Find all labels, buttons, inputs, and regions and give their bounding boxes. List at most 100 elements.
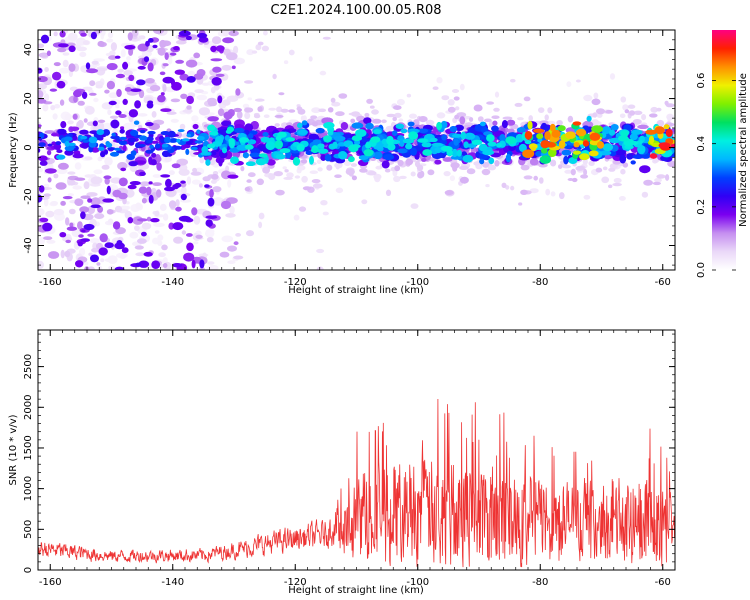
heatmap-cell	[381, 160, 390, 169]
heatmap-cell	[74, 162, 82, 170]
heatmap-cell	[406, 93, 412, 98]
heatmap-cell	[90, 254, 99, 263]
heatmap-cell	[288, 109, 296, 113]
spectrogram-xlabel: Height of straight line (km)	[288, 285, 424, 296]
heatmap-cell	[322, 211, 329, 216]
heatmap-cell	[170, 98, 181, 103]
heatmap-cell	[477, 116, 484, 122]
heatmap-cell	[459, 116, 466, 125]
heatmap-cell	[150, 159, 157, 166]
heatmap-cell	[192, 167, 198, 173]
heatmap-cell	[137, 238, 147, 244]
heatmap-cell	[91, 60, 99, 65]
heatmap-cell	[92, 242, 98, 250]
heatmap-cell	[186, 176, 192, 185]
heatmap-cell	[520, 189, 528, 195]
heatmap-cell	[255, 44, 262, 51]
heatmap-cell	[451, 89, 460, 93]
heatmap-cell	[205, 159, 211, 166]
heatmap-cell	[350, 163, 357, 167]
heatmap-cell	[482, 149, 495, 156]
heatmap-cell	[310, 115, 318, 119]
heatmap-cell	[478, 143, 488, 152]
heatmap-cell	[256, 178, 264, 186]
heatmap-cell	[47, 143, 53, 147]
heatmap-cell	[201, 146, 209, 154]
heatmap-cell	[178, 30, 191, 37]
heatmap-cell	[425, 119, 435, 126]
heatmap-cell	[156, 162, 162, 171]
heatmap-cells	[38, 30, 675, 270]
heatmap-cell	[246, 49, 255, 56]
heatmap-cell	[102, 198, 115, 203]
y-tick-label: 1500	[23, 435, 34, 460]
heatmap-cell	[186, 105, 192, 110]
heatmap-cell	[149, 144, 154, 149]
heatmap-cell	[160, 174, 171, 178]
heatmap-cell	[620, 130, 629, 137]
heatmap-cell	[637, 124, 649, 129]
x-tick-label: -140	[161, 577, 184, 588]
heatmap-cell	[550, 191, 556, 197]
heatmap-cell	[217, 95, 223, 104]
heatmap-cell	[198, 107, 210, 116]
heatmap-cell	[138, 125, 143, 129]
heatmap-cell	[410, 147, 417, 156]
heatmap-cell	[273, 171, 283, 177]
heatmap-cell	[145, 78, 155, 84]
heatmap-cell	[79, 129, 89, 135]
heatmap-cell	[239, 137, 249, 143]
heatmap-cell	[283, 176, 293, 180]
heatmap-cell	[164, 136, 171, 144]
heatmap-cell	[82, 139, 90, 143]
heatmap-cell	[656, 174, 666, 179]
heatmap-cell	[449, 126, 458, 132]
heatmap-cell	[193, 215, 201, 225]
heatmap-cell	[206, 237, 214, 243]
heatmap-cell	[139, 135, 148, 141]
heatmap-cell	[573, 142, 580, 148]
heatmap-cell	[557, 125, 566, 132]
y-tick-label: 500	[23, 520, 34, 539]
heatmap-cell	[551, 129, 561, 138]
heatmap-cell	[263, 114, 270, 118]
x-tick-label: -140	[161, 277, 184, 288]
heatmap-cell	[260, 136, 271, 143]
heatmap-cell	[46, 239, 56, 244]
heatmap-cell	[176, 158, 188, 166]
heatmap-cell	[198, 183, 203, 188]
heatmap-cell	[136, 79, 146, 86]
heatmap-cell	[396, 98, 405, 106]
x-tick-label: -160	[39, 577, 62, 588]
heatmap-cell	[180, 193, 187, 201]
heatmap-cell	[369, 105, 375, 109]
heatmap-cell	[386, 113, 396, 118]
heatmap-cell	[199, 156, 205, 164]
heatmap-cell	[38, 155, 48, 162]
heatmap-cell	[76, 121, 81, 129]
heatmap-cell	[670, 143, 675, 148]
heatmap-cell	[620, 96, 627, 103]
heatmap-cell	[451, 148, 458, 158]
heatmap-cell	[60, 39, 66, 44]
heatmap-cell	[355, 129, 367, 138]
heatmap-cell	[582, 158, 588, 165]
heatmap-cell	[227, 174, 239, 179]
heatmap-cell	[60, 121, 67, 129]
heatmap-cell	[127, 32, 133, 41]
heatmap-cell	[520, 164, 530, 171]
heatmap-cell	[636, 140, 643, 145]
heatmap-cell	[394, 112, 402, 118]
heatmap-cell	[179, 123, 186, 130]
heatmap-cell	[176, 131, 183, 139]
heatmap-cell	[393, 175, 401, 183]
heatmap-cell	[128, 74, 135, 82]
heatmap-cell	[186, 133, 192, 138]
heatmap-cell	[601, 176, 610, 184]
heatmap-cell	[463, 141, 469, 149]
heatmap-cell	[233, 255, 244, 260]
heatmap-cell	[96, 129, 105, 136]
heatmap-cell	[319, 70, 327, 76]
heatmap-cell	[127, 137, 137, 143]
heatmap-cell	[43, 193, 51, 197]
